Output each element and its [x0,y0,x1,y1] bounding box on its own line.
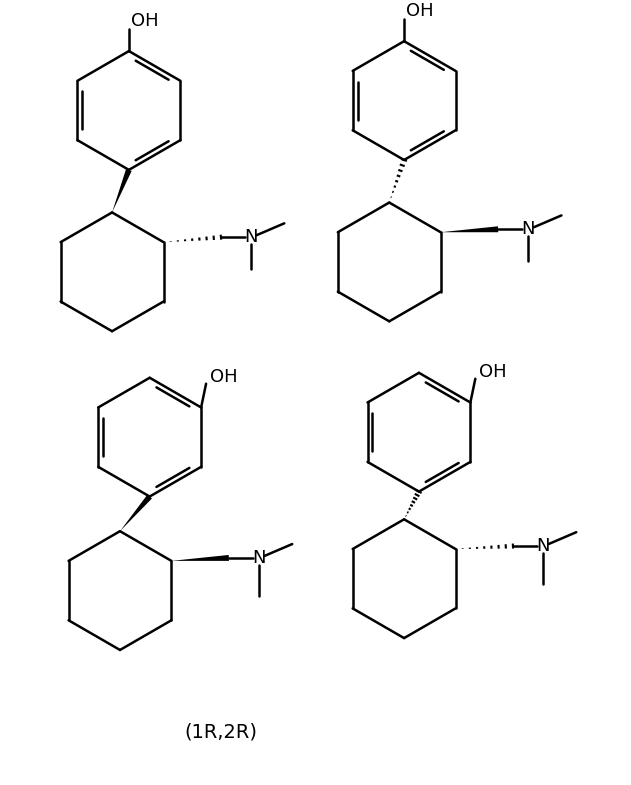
Polygon shape [120,495,152,531]
Text: OH: OH [406,2,433,20]
Text: N: N [244,228,257,246]
Text: N: N [536,537,550,555]
Polygon shape [440,226,498,232]
Text: N: N [521,221,534,239]
Polygon shape [172,555,229,561]
Text: OH: OH [131,13,158,31]
Text: N: N [252,549,265,567]
Polygon shape [112,169,132,213]
Text: OH: OH [480,363,507,381]
Text: (1R,2R): (1R,2R) [184,723,257,742]
Text: OH: OH [210,367,238,385]
